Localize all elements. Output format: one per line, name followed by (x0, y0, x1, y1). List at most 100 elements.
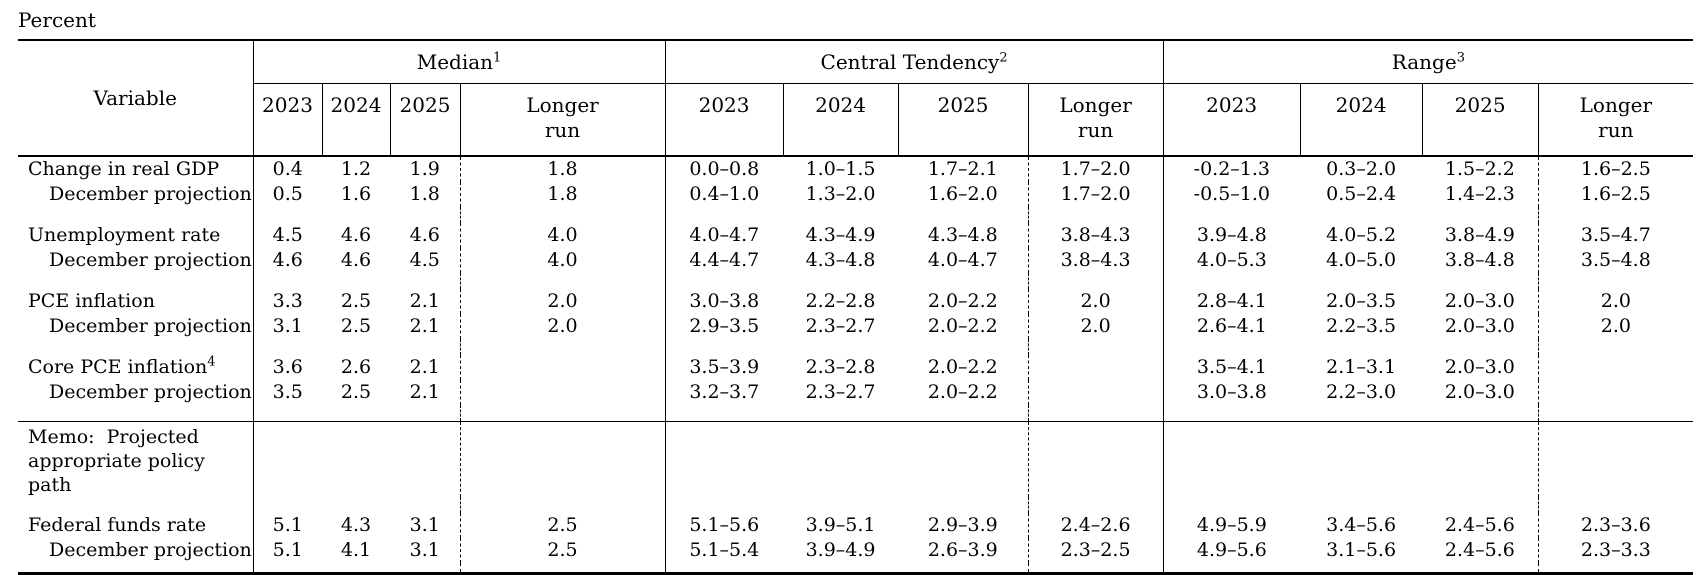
cell-value: 2.1 (409, 356, 440, 378)
cell-value (898, 207, 1028, 223)
cell-value: 2.1 (409, 290, 440, 312)
cell-value: 1.7–2.0 (1027, 182, 1164, 207)
cell-value: 3.8–4.3 (1027, 248, 1164, 273)
group-header-row: Variable Median1 Central Tendency2 Range… (18, 40, 1694, 157)
cell-value (459, 405, 666, 422)
row-label (18, 405, 253, 422)
cell-value: 4.0–5.2 (1326, 224, 1397, 246)
cell-value (322, 339, 390, 355)
cell-value (1537, 405, 1694, 422)
cell-value: 3.9–4.8 (1162, 223, 1301, 248)
cell-value (322, 273, 390, 289)
cell-value: 3.5 (252, 380, 322, 405)
cell-value (322, 421, 390, 497)
cell-value: 1.4–2.3 (1444, 183, 1515, 205)
variable-header: Variable (18, 40, 253, 157)
cell-value: 1.6–2.5 (1537, 156, 1694, 182)
cell-value (459, 355, 666, 380)
cell-value (1537, 207, 1694, 223)
cell-value: 1.8 (459, 182, 666, 207)
cell-value: 1.6–2.5 (1537, 182, 1694, 207)
cell-value: 4.3–4.8 (805, 249, 876, 271)
cell-value: 1.6 (340, 183, 372, 205)
row-label: December projection (49, 183, 252, 205)
row-label (18, 273, 253, 289)
cell-value (390, 497, 460, 513)
cell-value (898, 563, 1028, 574)
cell-value (1027, 207, 1164, 223)
cell-value (1162, 497, 1301, 513)
longer-run-header: Longer run (1537, 83, 1694, 157)
spacer-row (18, 339, 1694, 355)
cell-value: 1.0–1.5 (805, 158, 876, 180)
cell-value (898, 273, 1028, 289)
table-header: Variable Median1 Central Tendency2 Range… (18, 40, 1694, 157)
cell-value: 3.1 (252, 314, 322, 339)
cell-value (390, 421, 460, 497)
cell-value (1162, 207, 1301, 223)
cell-value: 4.4–4.7 (664, 248, 784, 273)
cell-value: 3.8–4.8 (1444, 249, 1515, 271)
cell-value (459, 563, 666, 574)
cell-value: 2.0–3.5 (1326, 290, 1397, 312)
row-label: Change in real GDP (28, 158, 220, 180)
cell-value: 2.3–2.5 (1027, 538, 1164, 563)
cell-value (664, 273, 784, 289)
cell-value (459, 421, 666, 497)
cell-value (783, 273, 898, 289)
cell-value (1537, 563, 1694, 574)
cell-value (1422, 497, 1538, 513)
cell-value: 2.9–3.9 (927, 514, 998, 536)
year-header-row: 2023 2024 2025 Longer run 2023 2024 2025 … (18, 83, 1694, 157)
cell-value: 1.7–2.0 (1027, 156, 1164, 182)
year-header-2023: 2023 (1162, 83, 1301, 157)
year-header-2025: 2025 (897, 83, 1029, 157)
cell-value: 2.0 (459, 314, 666, 339)
row-label: Core PCE inflation4 (28, 355, 216, 378)
cell-value (783, 421, 899, 497)
cell-value (1027, 355, 1164, 380)
table-row: December projection 3.1 2.5 2.1 2.0 2.9–3.5 2.… (18, 314, 1694, 339)
cell-value: 0.4–1.0 (664, 182, 784, 207)
cell-value (390, 273, 460, 289)
cell-value: 2.3–2.7 (805, 315, 876, 337)
cell-value: 3.5–4.1 (1162, 355, 1301, 380)
cell-value (1300, 339, 1422, 355)
cell-value: 5.1–5.6 (664, 513, 784, 538)
cell-value (898, 405, 1028, 422)
cell-value: 4.9–5.9 (1162, 513, 1301, 538)
footnote-marker: 3 (1456, 50, 1465, 66)
cell-value: 2.4–2.6 (1027, 513, 1164, 538)
cell-value (1537, 497, 1694, 513)
cell-value: 2.5 (340, 290, 372, 312)
cell-value (1537, 273, 1694, 289)
cell-value: 2.0 (1537, 289, 1694, 314)
cell-value (459, 207, 666, 223)
cell-value (252, 405, 322, 422)
cell-value: 5.1 (252, 538, 322, 563)
cell-value: 2.3–2.7 (805, 381, 876, 403)
cell-value (1027, 380, 1164, 405)
table-row: December projection 0.5 1.6 1.8 1.8 0.4–1.0 1.… (18, 182, 1694, 207)
cell-value (390, 405, 460, 422)
cell-value (664, 207, 784, 223)
cell-value: 1.5–2.2 (1444, 158, 1515, 180)
cell-value: 3.6 (252, 355, 322, 380)
cell-value: 3.4–5.6 (1326, 514, 1397, 536)
cell-value: -0.2–1.3 (1162, 156, 1301, 182)
cell-value: 2.0–2.2 (927, 381, 998, 403)
cell-value: 2.0–3.0 (1444, 290, 1515, 312)
cell-value (252, 563, 322, 574)
cell-value (1537, 339, 1694, 355)
cell-value: 2.0–3.0 (1444, 381, 1515, 403)
cell-value (252, 207, 322, 223)
cell-value (1162, 339, 1301, 355)
cell-value (664, 497, 784, 513)
cell-value: 4.5 (409, 249, 440, 271)
group-header-central-tendency: Central Tendency2 (664, 40, 1164, 84)
table-row: Unemployment rate 4.5 4.6 4.6 4.0 4.0–4.7 4.3–… (18, 223, 1694, 248)
cell-value (1537, 421, 1694, 497)
cell-value (664, 339, 784, 355)
cell-value (1027, 563, 1164, 574)
table-row: December projection 3.5 2.5 2.1 3.2–3.7 2.3–2… (18, 380, 1694, 405)
